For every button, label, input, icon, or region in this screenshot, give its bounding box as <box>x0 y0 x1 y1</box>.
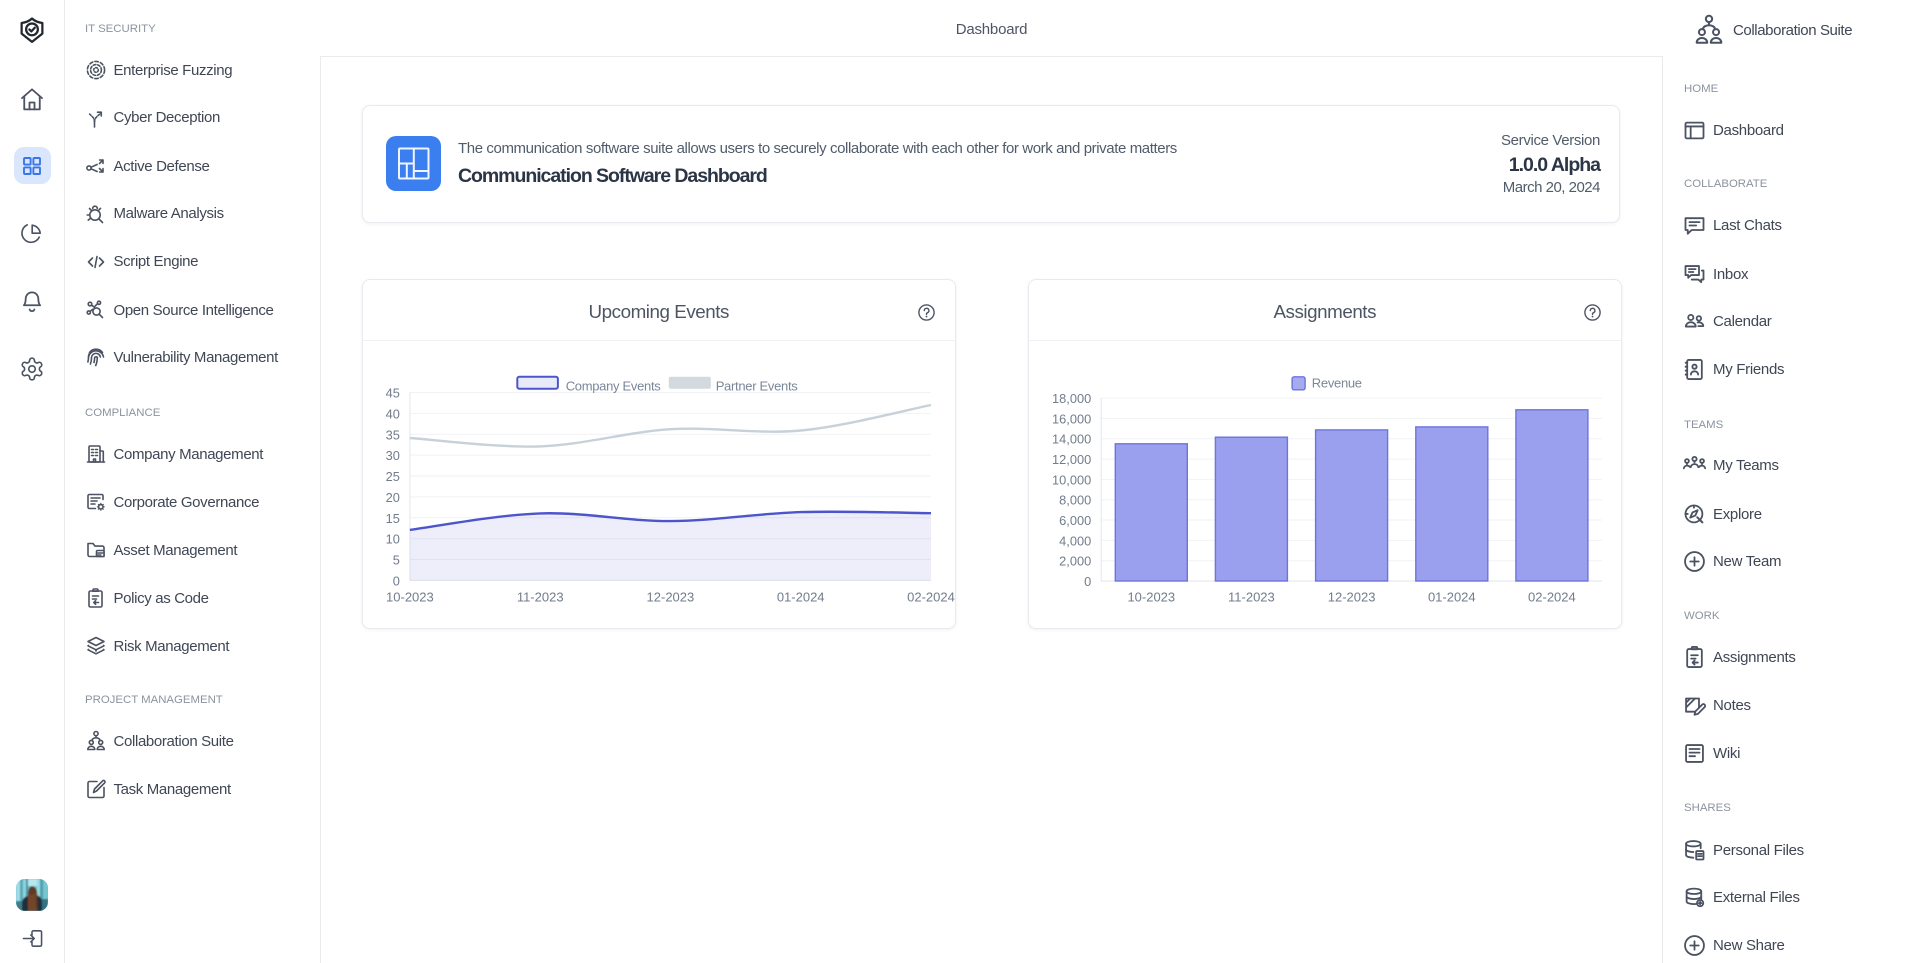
svg-text:18,000: 18,000 <box>1052 391 1091 406</box>
svg-text:02-2024: 02-2024 <box>1528 590 1576 605</box>
svg-text:35: 35 <box>386 427 400 442</box>
svg-text:01-2024: 01-2024 <box>1428 590 1476 605</box>
svg-text:12,000: 12,000 <box>1052 452 1091 467</box>
svg-text:10-2023: 10-2023 <box>386 590 434 605</box>
svg-text:16,000: 16,000 <box>1052 411 1091 426</box>
svg-text:12-2023: 12-2023 <box>647 590 695 605</box>
svg-text:0: 0 <box>393 573 400 588</box>
svg-text:45: 45 <box>386 386 400 401</box>
svg-text:15: 15 <box>386 511 400 526</box>
svg-text:Partner Events: Partner Events <box>716 379 799 394</box>
svg-text:30: 30 <box>386 448 400 463</box>
svg-text:25: 25 <box>386 469 400 484</box>
svg-text:Company Events: Company Events <box>566 379 662 394</box>
svg-text:5: 5 <box>393 553 400 568</box>
svg-text:14,000: 14,000 <box>1052 432 1091 447</box>
svg-text:0: 0 <box>1084 574 1091 589</box>
svg-text:01-2024: 01-2024 <box>777 590 825 605</box>
svg-text:20: 20 <box>386 490 400 505</box>
svg-text:40: 40 <box>386 406 400 421</box>
svg-text:8,000: 8,000 <box>1059 493 1091 508</box>
svg-text:Revenue: Revenue <box>1312 376 1362 391</box>
svg-text:11-2023: 11-2023 <box>1228 590 1275 605</box>
svg-text:10,000: 10,000 <box>1052 472 1091 487</box>
svg-text:10: 10 <box>386 532 400 547</box>
svg-text:02-2024: 02-2024 <box>907 590 955 605</box>
svg-text:11-2023: 11-2023 <box>517 590 564 605</box>
svg-text:4,000: 4,000 <box>1059 533 1091 548</box>
svg-text:10-2023: 10-2023 <box>1127 590 1175 605</box>
svg-text:6,000: 6,000 <box>1059 513 1091 528</box>
svg-text:2,000: 2,000 <box>1059 554 1091 569</box>
svg-text:12-2023: 12-2023 <box>1328 590 1376 605</box>
